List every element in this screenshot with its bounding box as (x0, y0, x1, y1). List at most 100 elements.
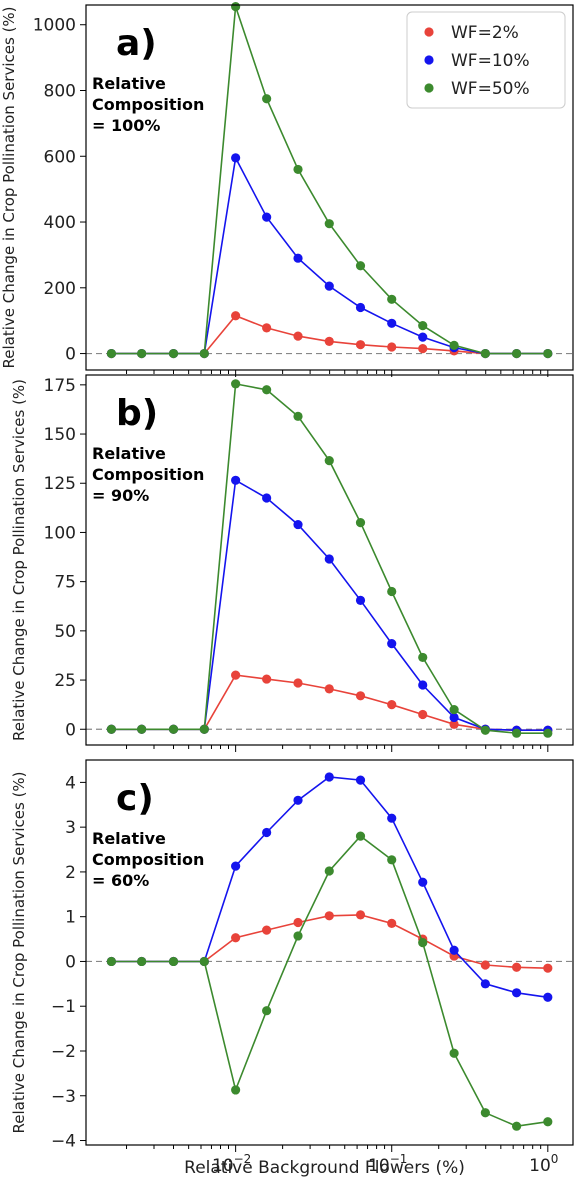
y-tick-label: 100 (44, 523, 76, 543)
series-wf-10- (106, 475, 553, 735)
x-axis-label: Relative Background Flowers (%) (184, 1158, 465, 1178)
y-tick-label: 4 (65, 773, 76, 793)
data-point (262, 323, 272, 333)
data-point (137, 956, 147, 967)
data-point (387, 700, 397, 710)
composition-annotation: Relative (92, 74, 166, 93)
data-point (543, 348, 553, 359)
data-point (262, 212, 272, 222)
data-point (262, 493, 272, 503)
panel-label: b) (116, 393, 158, 434)
data-point (231, 475, 241, 485)
data-point (293, 931, 303, 941)
x-tick-label: 10−2 (212, 1152, 251, 1176)
x-tick-label: 100 (529, 1152, 558, 1176)
y-tick-label: 150 (44, 425, 76, 445)
data-point (168, 724, 179, 734)
data-point (355, 595, 366, 605)
y-axis-label: Relative Change in Crop Pollination Serv… (0, 6, 18, 368)
y-tick-label: 0 (65, 952, 76, 972)
data-point (543, 1117, 553, 1127)
data-point (199, 724, 209, 734)
data-point (387, 813, 397, 823)
axes-frame (85, 759, 574, 1146)
composition-annotation: = 60% (92, 871, 149, 890)
data-point (355, 910, 366, 920)
data-point (355, 340, 366, 350)
y-tick-label: 1000 (33, 16, 76, 36)
y-tick-label: 3 (65, 818, 76, 838)
data-point (543, 963, 553, 973)
series-line (111, 314, 548, 355)
data-point (355, 691, 366, 701)
data-point (418, 709, 428, 720)
data-point (418, 344, 428, 354)
data-point (387, 918, 397, 929)
data-point (418, 680, 428, 690)
data-point (449, 719, 459, 729)
data-point (387, 294, 397, 304)
y-tick-label: −1 (51, 997, 76, 1017)
data-point (324, 911, 334, 921)
data-point (387, 639, 397, 649)
data-point (355, 775, 366, 785)
data-point (293, 917, 303, 928)
data-point (543, 992, 553, 1002)
data-point (231, 379, 241, 389)
data-point (511, 728, 522, 738)
legend-marker (424, 27, 434, 37)
data-point (324, 281, 334, 291)
data-point (324, 866, 334, 876)
data-point (387, 318, 397, 328)
data-point (199, 348, 209, 359)
legend-label: WF=10% (451, 51, 530, 71)
composition-annotation: Composition (92, 465, 204, 484)
legend-label: WF=2% (451, 23, 519, 43)
data-point (449, 704, 459, 715)
composition-annotation: Relative (92, 829, 166, 848)
panel-3: −4 −3 −2 −1 0 1 2 3 4 10−2 10−1 100 c) Relative Compos… (10, 759, 574, 1178)
y-tick-label: 25 (54, 671, 76, 691)
data-point (449, 340, 459, 350)
series-wf-10- (106, 153, 553, 359)
y-tick-label: 50 (54, 622, 76, 642)
y-tick-label: 800 (44, 81, 76, 101)
x-tick-label: 10−1 (368, 1152, 407, 1176)
data-point (511, 348, 522, 359)
data-point (231, 2, 241, 12)
data-point (293, 253, 303, 263)
data-point (511, 962, 522, 972)
y-tick-label: 0 (65, 720, 76, 740)
series-wf-50- (106, 379, 553, 738)
data-point (137, 724, 147, 734)
data-point (449, 712, 459, 723)
data-point (262, 827, 272, 838)
data-point (106, 348, 117, 359)
legend-marker (424, 55, 434, 65)
data-point (231, 861, 241, 871)
data-point (355, 518, 366, 528)
data-point (480, 960, 490, 970)
data-point (324, 219, 334, 229)
data-point (418, 332, 428, 342)
data-point (387, 342, 397, 352)
composition-annotation: Composition (92, 95, 204, 114)
data-point (324, 684, 334, 694)
y-axis-label: Relative Change in Crop Pollination Serv… (10, 379, 28, 741)
data-point (293, 164, 303, 175)
data-point (449, 945, 459, 955)
data-point (262, 94, 272, 104)
axes-frame (85, 4, 574, 371)
y-tick-label: 75 (54, 573, 76, 593)
legend-marker (424, 83, 434, 93)
series-wf-50- (106, 831, 553, 1131)
data-point (231, 670, 241, 680)
data-point (168, 348, 179, 359)
panel-2: 0 25 50 75 100 125 150 175 b) Relative Composition… (10, 374, 574, 752)
y-tick-label: −4 (51, 1132, 76, 1152)
composition-annotation: Composition (92, 850, 204, 869)
data-point (106, 956, 117, 967)
data-point (293, 331, 303, 341)
data-point (199, 956, 209, 967)
